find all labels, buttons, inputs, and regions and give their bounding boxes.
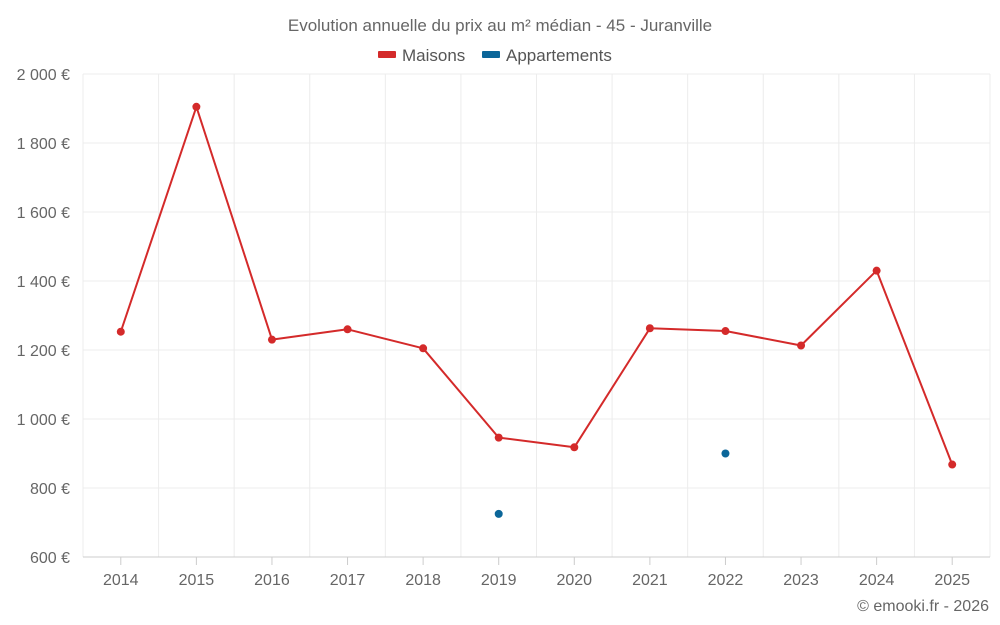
data-point-maisons[interactable] [872, 266, 881, 275]
x-tick-label: 2019 [481, 572, 517, 589]
data-point-maisons[interactable] [343, 325, 352, 334]
y-tick-label: 600 € [30, 550, 70, 567]
y-tick-label: 2 000 € [17, 67, 70, 84]
data-point-maisons[interactable] [192, 102, 201, 111]
x-tick-label: 2017 [330, 572, 366, 589]
legend-label-maisons[interactable]: Maisons [402, 46, 465, 65]
y-tick-label: 1 000 € [17, 412, 70, 429]
x-tick-label: 2025 [934, 572, 970, 589]
x-tick-label: 2015 [179, 572, 215, 589]
x-tick-label: 2024 [859, 572, 895, 589]
legend-swatch-appartements [482, 51, 500, 58]
data-point-maisons[interactable] [267, 335, 276, 344]
x-tick-label: 2023 [783, 572, 819, 589]
x-tick-label: 2016 [254, 572, 290, 589]
x-tick-label: 2020 [556, 572, 592, 589]
data-point-maisons[interactable] [797, 341, 806, 350]
series-line-maisons [119, 105, 954, 465]
data-point-maisons[interactable] [721, 327, 730, 336]
data-point-appartements[interactable] [721, 449, 730, 458]
x-tick-label: 2021 [632, 572, 668, 589]
y-tick-label: 1 400 € [17, 274, 70, 291]
data-point-maisons[interactable] [419, 344, 428, 353]
x-axis: 2014 2015 2016 2017 2018 2019 2020 2021 2022 2023… [83, 556, 990, 589]
y-tick-label: 1 600 € [17, 205, 70, 222]
credit-text: © emooki.fr - 2026 [857, 598, 989, 615]
y-axis: 600 € 800 € 1 000 € 1 200 € 1 400 € 1 600 € 1 … [17, 67, 70, 567]
data-point-maisons[interactable] [948, 460, 957, 469]
y-tick-label: 1 800 € [17, 136, 70, 153]
data-point-maisons[interactable] [645, 324, 654, 333]
x-tick-label: 2014 [103, 572, 139, 589]
y-tick-label: 1 200 € [17, 343, 70, 360]
legend-swatch-maisons [378, 51, 396, 58]
data-point-maisons[interactable] [116, 327, 125, 336]
data-point-appartements[interactable] [494, 509, 503, 518]
x-tick-label: 2022 [708, 572, 744, 589]
legend-label-appartements[interactable]: Appartements [506, 46, 612, 65]
data-point-maisons[interactable] [494, 433, 503, 442]
chart-title: Evolution annuelle du prix au m² médian … [288, 16, 712, 35]
x-tick-label: 2018 [405, 572, 441, 589]
data-point-maisons[interactable] [570, 443, 579, 452]
legend: Maisons Appartements [378, 46, 612, 65]
y-tick-label: 800 € [30, 481, 70, 498]
plot-area [116, 102, 957, 518]
grid [82, 73, 991, 557]
